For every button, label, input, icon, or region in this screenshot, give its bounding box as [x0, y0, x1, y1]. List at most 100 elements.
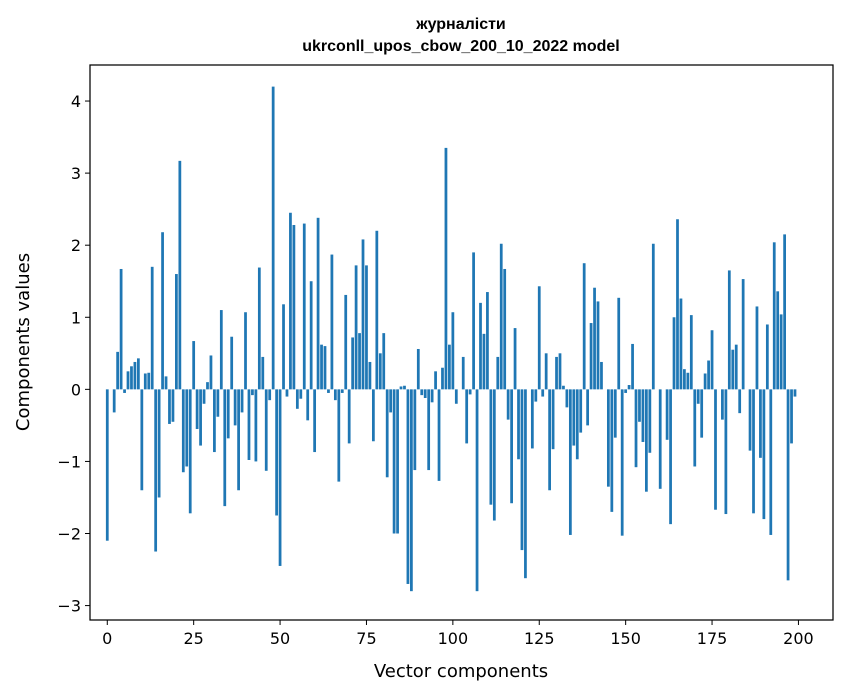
bar-17 — [164, 376, 168, 390]
bar-198 — [790, 389, 793, 444]
bar-183 — [738, 389, 742, 414]
bar-13 — [150, 266, 154, 390]
bar-58 — [306, 389, 310, 421]
bar-71 — [351, 337, 355, 390]
bar-4 — [119, 268, 123, 390]
bar-83 — [392, 389, 396, 534]
bar-127 — [544, 353, 548, 390]
y-tick-label: −3 — [57, 597, 81, 616]
bar-110 — [486, 292, 489, 390]
bar-14 — [154, 389, 158, 552]
bar-138 — [582, 263, 586, 390]
bar-80 — [382, 333, 386, 390]
bar-16 — [161, 232, 164, 390]
bar-135 — [572, 389, 576, 446]
bar-113 — [496, 356, 500, 390]
bar-115 — [503, 268, 507, 390]
bar-194 — [776, 291, 780, 390]
bar-114 — [499, 243, 503, 390]
x-tick-label: 175 — [697, 629, 728, 648]
bar-93 — [427, 389, 431, 471]
bar-196 — [783, 234, 786, 390]
bar-142 — [596, 301, 600, 390]
bar-100 — [451, 312, 455, 390]
bar-70 — [347, 389, 351, 444]
bar-184 — [741, 279, 745, 390]
x-tick-label: 200 — [783, 629, 814, 648]
bar-84 — [396, 389, 399, 534]
bar-175 — [710, 330, 714, 390]
y-tick-label: 3 — [71, 164, 81, 183]
bar-53 — [289, 212, 292, 390]
bar-171 — [696, 389, 700, 404]
plot-frame — [89, 64, 834, 621]
bar-9 — [137, 358, 140, 390]
bar-57 — [302, 223, 306, 390]
bar-94 — [430, 389, 434, 403]
bar-36 — [230, 336, 234, 390]
bar-0 — [105, 389, 109, 541]
bar-18 — [168, 389, 171, 424]
bar-78 — [375, 230, 379, 390]
bar-23 — [185, 389, 189, 467]
bar-34 — [223, 389, 227, 507]
bar-199 — [793, 389, 797, 397]
bar-163 — [669, 389, 672, 525]
bar-157 — [648, 389, 652, 453]
x-tick-label: 100 — [438, 629, 469, 648]
x-tick-label: 25 — [183, 629, 203, 648]
bar-153 — [634, 389, 638, 468]
x-axis-ticks: 0 25 50 75 100 125 150 175 200 — [102, 620, 814, 648]
bar-169 — [689, 315, 693, 390]
bar-74 — [361, 239, 365, 390]
bar-64 — [327, 389, 330, 393]
bar-150 — [624, 389, 628, 393]
y-axis-label: Components values — [13, 253, 34, 431]
bar-192 — [769, 389, 773, 535]
bar-99 — [448, 344, 451, 390]
bar-29 — [206, 382, 209, 390]
bar-21 — [178, 160, 182, 390]
bar-146 — [610, 389, 614, 512]
bar-28 — [202, 389, 206, 404]
bar-124 — [534, 389, 538, 402]
bar-24 — [188, 389, 192, 514]
bar-167 — [683, 369, 686, 390]
bar-178 — [721, 389, 724, 420]
bar-48 — [271, 86, 275, 390]
bar-129 — [551, 389, 555, 450]
bar-82 — [389, 389, 393, 413]
bar-176 — [714, 389, 717, 510]
bar-164 — [672, 317, 676, 390]
bar-182 — [734, 344, 738, 390]
bar-89 — [413, 389, 417, 471]
bar-3 — [116, 351, 120, 390]
bar-68 — [340, 389, 344, 393]
bar-168 — [686, 372, 690, 390]
bar-180 — [727, 270, 731, 390]
bar-187 — [752, 389, 755, 514]
bar-87 — [406, 389, 410, 584]
bar-95 — [434, 371, 437, 390]
y-tick-label: 2 — [71, 236, 81, 255]
bar-19 — [171, 389, 175, 422]
bar-162 — [665, 389, 669, 440]
bar-5 — [123, 389, 126, 393]
bar-105 — [468, 389, 472, 395]
bar-88 — [410, 389, 413, 592]
bar-137 — [579, 389, 583, 433]
bar-38 — [237, 389, 240, 491]
bar-25 — [192, 341, 196, 390]
bar-158 — [651, 243, 655, 390]
bar-189 — [759, 389, 762, 458]
bar-65 — [330, 254, 334, 390]
x-tick-label: 0 — [102, 629, 112, 648]
bar-107 — [475, 389, 479, 592]
bar-106 — [472, 252, 475, 390]
x-tick-label: 50 — [270, 629, 290, 648]
bar-47 — [268, 389, 272, 401]
bar-149 — [620, 389, 624, 536]
bar-117 — [510, 389, 513, 504]
bar-72 — [354, 265, 358, 390]
chart-title: журналісти — [415, 16, 506, 33]
